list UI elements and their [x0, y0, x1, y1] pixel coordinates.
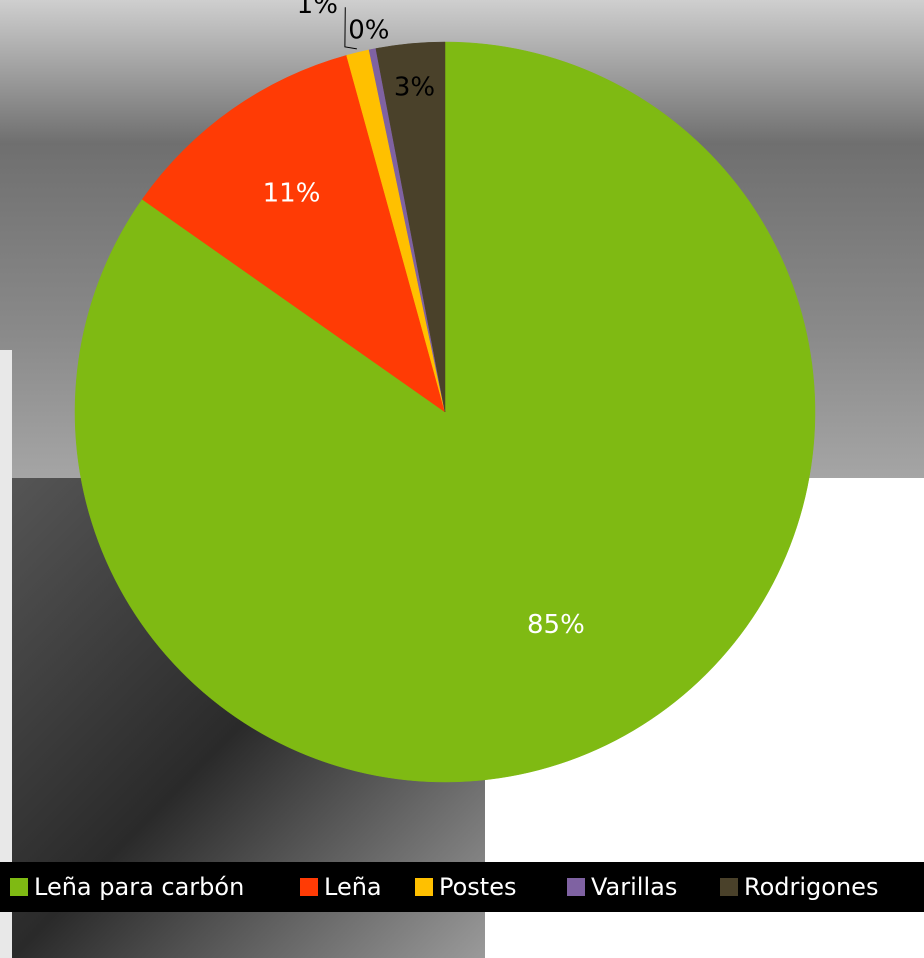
legend-swatch — [10, 878, 28, 896]
legend-label: Postes — [439, 873, 516, 901]
pie — [75, 42, 815, 782]
page: 85% 11% 1% 0%3% Leña para carbón Leña Postes V… — [0, 0, 924, 958]
data-label: 11% — [263, 179, 321, 209]
legend-label: Varillas — [591, 873, 677, 901]
legend-label: Leña para carbón — [34, 873, 244, 901]
legend-swatch — [415, 878, 433, 896]
legend-swatch — [567, 878, 585, 896]
data-label: 1% — [297, 0, 338, 20]
chart: 85% 11% 1% 0%3% Leña para carbón Leña Postes V… — [0, 0, 924, 958]
legend-label: Rodrigones — [744, 873, 878, 901]
legend-label: Leña — [324, 873, 382, 901]
legend-swatch — [720, 878, 738, 896]
data-label: 3% — [394, 72, 435, 102]
legend: Leña para carbón Leña Postes Varillas Rodrig… — [10, 873, 878, 901]
data-label: 85% — [527, 610, 585, 640]
legend-swatch — [300, 878, 318, 896]
data-label: 0% — [348, 16, 389, 46]
